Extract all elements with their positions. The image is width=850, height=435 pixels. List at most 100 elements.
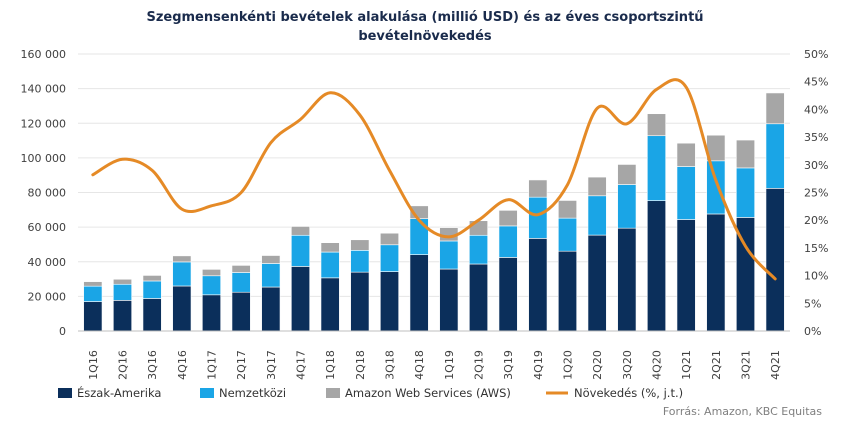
bar-international xyxy=(439,240,459,270)
bar-north-america xyxy=(558,250,577,332)
legend-label-international: Nemzetközi xyxy=(219,386,286,400)
y-right-tick-label: 40% xyxy=(804,103,828,116)
y-left-tick-label: 140 000 xyxy=(21,83,67,96)
x-tick-label: 1Q20 xyxy=(562,350,575,380)
x-tick-label: 3Q19 xyxy=(502,350,515,380)
bar-north-america xyxy=(498,257,518,332)
bar-international xyxy=(172,261,192,287)
x-tick-label: 4Q20 xyxy=(651,350,664,380)
x-tick-label: 4Q16 xyxy=(176,350,189,380)
bar-aws xyxy=(498,210,518,227)
x-tick-label: 3Q20 xyxy=(621,350,634,380)
bar-aws xyxy=(736,139,755,169)
bar-international xyxy=(587,195,607,236)
bar-aws xyxy=(617,164,637,185)
bar-north-america xyxy=(528,238,548,332)
bar-aws xyxy=(320,242,340,253)
bar-aws xyxy=(291,226,310,236)
bar-aws xyxy=(172,255,192,263)
y-left-tick-label: 60 000 xyxy=(28,221,67,234)
bar-international xyxy=(676,166,696,220)
bar-aws xyxy=(380,232,399,246)
y-right-tick-label: 20% xyxy=(804,214,828,227)
bar-north-america xyxy=(142,298,162,332)
bar-international xyxy=(261,263,281,288)
bar-international xyxy=(617,184,637,229)
source-note: Forrás: Amazon, KBC Equitas xyxy=(662,405,822,418)
legend-layer: Észak-Amerika Nemzetközi Amazon Web Servic… xyxy=(58,385,683,400)
bar-international xyxy=(320,251,340,279)
y-right-tick-label: 50% xyxy=(804,48,828,61)
legend-swatch-international xyxy=(200,388,214,398)
bar-international xyxy=(409,218,429,255)
y-left-tick-label: 40 000 xyxy=(28,256,67,269)
bar-north-america xyxy=(706,213,726,332)
bar-international xyxy=(706,160,726,215)
x-tick-label: 4Q17 xyxy=(295,350,308,380)
legend-swatch-aws xyxy=(326,388,340,398)
y-right-tick-label: 45% xyxy=(804,76,828,89)
bar-aws xyxy=(83,281,103,287)
x-tick-label: 4Q21 xyxy=(769,350,782,380)
x-tick-label: 2Q17 xyxy=(235,350,248,380)
bar-north-america xyxy=(380,271,399,332)
bar-international xyxy=(498,225,518,258)
chart-title-line2: bevételnövekedés xyxy=(358,29,492,44)
y-right-tick-label: 35% xyxy=(804,131,828,144)
legend-label-aws: Amazon Web Services (AWS) xyxy=(345,386,511,400)
bar-international xyxy=(558,217,577,252)
legend-label-north-america: Észak-Amerika xyxy=(77,385,161,400)
bar-north-america xyxy=(676,219,696,332)
x-tick-label: 4Q19 xyxy=(532,350,545,380)
chart-title-line1: Szegmensenkénti bevételek alakulása (mil… xyxy=(146,10,704,25)
y-left-tick-label: 100 000 xyxy=(21,152,67,165)
x-tick-label: 3Q17 xyxy=(265,350,278,380)
bar-north-america xyxy=(83,301,103,332)
grid-layer xyxy=(78,53,790,297)
x-tick-label: 3Q21 xyxy=(740,350,753,380)
bar-international xyxy=(380,244,399,272)
legend-swatch-north-america xyxy=(58,388,72,398)
x-tick-label: 2Q19 xyxy=(473,350,486,380)
x-tick-label: 1Q16 xyxy=(87,350,100,380)
bar-aws xyxy=(113,278,132,285)
bar-international xyxy=(736,167,755,218)
y-right-tick-label: 5% xyxy=(804,297,821,310)
bar-north-america xyxy=(587,234,607,332)
bar-north-america xyxy=(172,285,192,332)
x-tick-label: 1Q17 xyxy=(206,350,219,380)
legend-label-growth: Növekedés (%, j.t.) xyxy=(574,386,683,400)
bar-north-america xyxy=(439,268,459,332)
bar-international xyxy=(291,234,310,267)
bar-aws xyxy=(676,142,696,167)
y-left-tick-label: 120 000 xyxy=(21,117,67,130)
y-right-tick-label: 30% xyxy=(804,159,828,172)
x-tick-label: 1Q19 xyxy=(443,350,456,380)
growth-line xyxy=(91,78,777,281)
bar-aws xyxy=(350,239,370,251)
y-left-tick-label: 0 xyxy=(59,325,66,338)
x-tick-label: 3Q18 xyxy=(384,350,397,380)
y-left-tick-label: 80 000 xyxy=(28,187,67,200)
bar-aws xyxy=(647,113,666,137)
chart-title: Szegmensenkénti bevételek alakulása (mil… xyxy=(0,8,850,46)
bar-north-america xyxy=(320,277,340,332)
x-tick-label: 2Q16 xyxy=(117,350,130,380)
bar-international xyxy=(350,250,370,273)
bar-north-america xyxy=(617,227,637,332)
y-right-tick-label: 0% xyxy=(804,325,821,338)
axes-layer: 0 20 000 40 000 60 000 80 000 100 000 120 000 1… xyxy=(21,48,829,380)
bar-aws xyxy=(587,176,607,197)
bar-aws xyxy=(765,92,785,125)
bar-international xyxy=(647,135,666,201)
bar-international xyxy=(142,280,162,299)
bar-north-america xyxy=(765,188,785,332)
bar-north-america xyxy=(469,263,488,332)
y-right-tick-label: 15% xyxy=(804,242,828,255)
bar-international xyxy=(83,285,103,302)
x-tick-label: 2Q20 xyxy=(591,350,604,380)
bar-north-america xyxy=(261,286,281,332)
x-tick-label: 3Q16 xyxy=(146,350,159,380)
bar-north-america xyxy=(647,200,666,332)
